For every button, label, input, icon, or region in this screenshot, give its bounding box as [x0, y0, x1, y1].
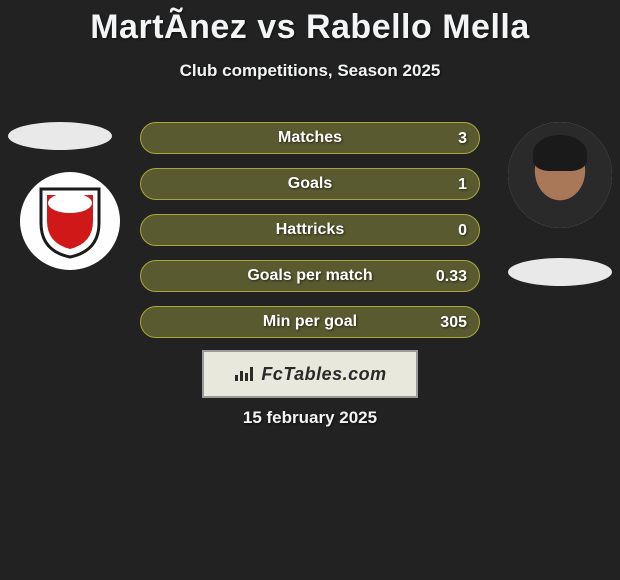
- right-player-club-badge-placeholder: [508, 258, 612, 286]
- stats-panel: Matches 3 Goals 1 Hattricks 0 Goals per match 0…: [140, 122, 480, 352]
- stat-value-right: 305: [440, 307, 467, 339]
- stat-value-right: 1: [458, 169, 467, 201]
- stat-row: Min per goal 305: [140, 306, 480, 338]
- stat-row: Goals 1: [140, 168, 480, 200]
- stat-label: Hattricks: [276, 221, 344, 239]
- branding-badge: FcTables.com: [202, 350, 418, 398]
- left-player-club-badge: [20, 172, 120, 270]
- right-player-avatar: [508, 122, 612, 228]
- stat-label: Matches: [278, 129, 342, 147]
- footer-date: 15 february 2025: [0, 408, 620, 428]
- branding-text: FcTables.com: [261, 364, 386, 385]
- stat-value-right: 3: [458, 123, 467, 155]
- stat-value-right: 0.33: [436, 261, 467, 293]
- stat-label: Goals: [288, 175, 332, 193]
- page-title: MartÃ­nez vs Rabello Mella: [0, 0, 620, 47]
- stat-row: Hattricks 0: [140, 214, 480, 246]
- stat-value-right: 0: [458, 215, 467, 247]
- independiente-shield-icon: [37, 183, 103, 259]
- stat-label: Min per goal: [263, 313, 357, 331]
- stat-row: Matches 3: [140, 122, 480, 154]
- player-photo-icon: [508, 122, 612, 228]
- bar-chart-icon: [233, 365, 255, 383]
- page-subtitle: Club competitions, Season 2025: [0, 61, 620, 81]
- left-player-avatar-placeholder: [8, 122, 112, 150]
- stat-label: Goals per match: [247, 267, 372, 285]
- stat-row: Goals per match 0.33: [140, 260, 480, 292]
